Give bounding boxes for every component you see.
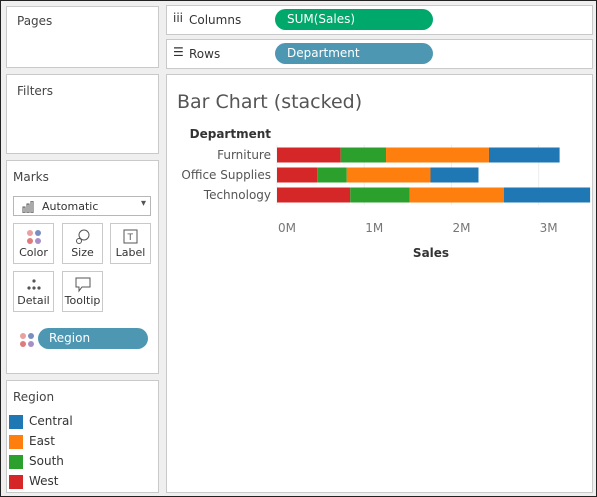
chart-title: Bar Chart (stacked) <box>177 91 363 113</box>
rows-shelf[interactable]: ☰ Rows Department <box>166 39 593 69</box>
columns-icon: iii <box>173 11 184 25</box>
bar-segment-east <box>386 147 489 163</box>
pages-title: Pages <box>17 14 53 28</box>
chevron-down-icon: ▾ <box>140 198 146 209</box>
detail-button[interactable]: Detail <box>13 271 54 312</box>
bar-segment-east <box>409 187 504 203</box>
mark-type-dropdown[interactable]: Automatic ▾ <box>13 196 151 216</box>
legend-label: West <box>29 474 59 488</box>
detail-button-label: Detail <box>17 294 50 307</box>
detail-icon <box>27 279 41 290</box>
bar-segment-south <box>317 167 347 183</box>
bar-segment-west <box>277 187 351 203</box>
legend-swatch <box>9 415 23 429</box>
legend-swatch <box>9 435 23 449</box>
tooltip-icon <box>75 277 91 293</box>
columns-shelf[interactable]: iii Columns SUM(Sales) <box>166 5 593 35</box>
bar-segment-central <box>488 147 560 163</box>
tooltip-button[interactable]: Tooltip <box>62 271 103 312</box>
rows-icon: ☰ <box>173 45 184 59</box>
label-button[interactable]: T Label <box>110 223 151 264</box>
size-button[interactable]: Size <box>62 223 103 264</box>
color-button[interactable]: Color <box>13 223 54 264</box>
bar-segment-south <box>340 147 387 163</box>
x-tick-label: 0M <box>278 221 296 235</box>
x-tick-label: 2M <box>452 221 470 235</box>
region-color-pill[interactable]: Region <box>38 328 148 349</box>
stacked-bar-chart: Department Furniture Office Supplies Techno… <box>181 127 591 260</box>
size-icon <box>76 229 90 244</box>
legend-label: East <box>29 434 55 448</box>
row-header: Department <box>190 127 272 141</box>
bar-segment-east <box>346 167 431 183</box>
legend-swatch <box>9 455 23 469</box>
columns-pill[interactable]: SUM(Sales) <box>275 9 433 30</box>
color-button-label: Color <box>19 246 48 259</box>
category-label: Furniture <box>217 148 271 162</box>
category-label: Office Supplies <box>181 168 271 182</box>
pages-card[interactable]: Pages <box>6 6 159 68</box>
legend-label: South <box>29 454 64 468</box>
region-legend-card: Region Central East South West <box>6 380 159 493</box>
filters-card[interactable]: Filters <box>6 74 159 154</box>
size-button-label: Size <box>71 246 94 259</box>
legend-swatch <box>9 475 23 489</box>
marks-title: Marks <box>13 170 49 184</box>
rows-label: Rows <box>189 47 221 61</box>
bar-segment-central <box>430 167 479 183</box>
x-axis-label: Sales <box>413 246 449 260</box>
bar-segment-south <box>350 187 410 203</box>
mark-type-label: Automatic <box>42 200 99 213</box>
x-tick-label: 1M <box>365 221 383 235</box>
color-field-icon <box>20 333 34 347</box>
filters-title: Filters <box>17 84 53 98</box>
color-icon <box>27 230 41 244</box>
bar-segment-west <box>277 167 318 183</box>
rows-pill[interactable]: Department <box>275 43 433 64</box>
columns-label: Columns <box>189 13 242 27</box>
svg-text:T: T <box>127 233 134 243</box>
bar-segment-central <box>503 187 591 203</box>
label-button-label: Label <box>115 246 146 259</box>
bar-mark-icon <box>22 201 34 213</box>
bar-segment-west <box>277 147 341 163</box>
category-label: Technology <box>203 188 271 202</box>
legend-label: Central <box>29 414 73 428</box>
x-tick-label: 3M <box>540 221 558 235</box>
legend-title: Region <box>13 390 55 404</box>
label-icon: T <box>123 229 138 244</box>
tooltip-button-label: Tooltip <box>64 294 101 307</box>
marks-card: Marks Automatic ▾ Color Si <box>6 160 159 374</box>
view-area: Bar Chart (stacked) Department Furniture O… <box>166 74 593 493</box>
